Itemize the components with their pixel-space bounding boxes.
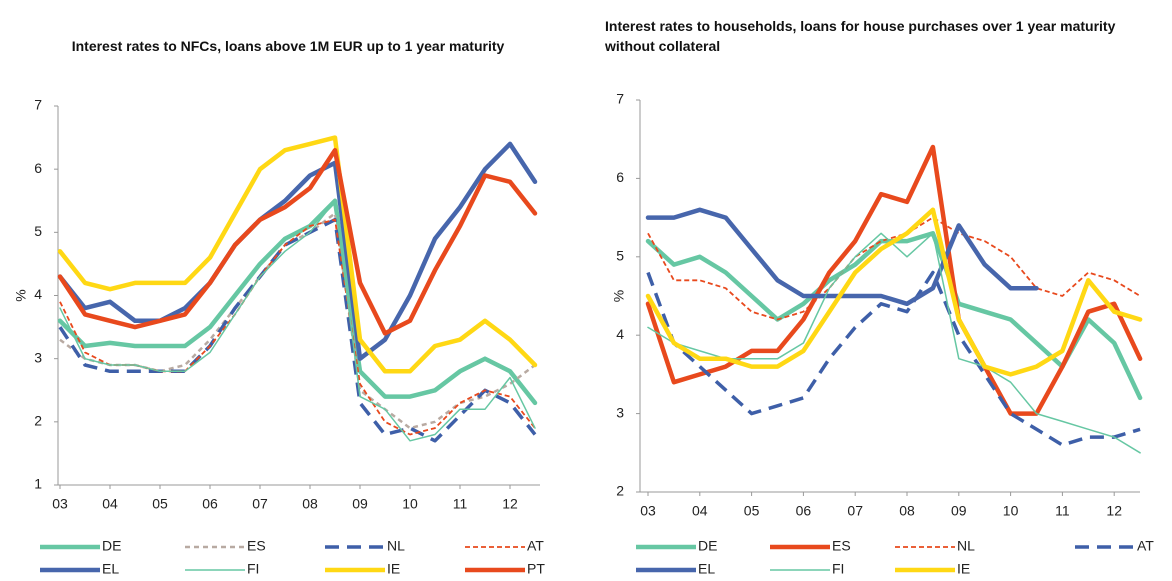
y-tick-label: 2 <box>616 483 624 499</box>
legend-label: FI <box>247 561 259 577</box>
chart-title: Interest rates to households, loans for … <box>605 18 1116 54</box>
x-tick-label: 04 <box>692 503 708 519</box>
y-tick-label: 7 <box>34 97 42 113</box>
legend-label: ES <box>247 538 266 554</box>
legend-label: NL <box>387 538 405 554</box>
legend-label: FI <box>832 561 844 577</box>
y-axis-label: % <box>611 290 627 302</box>
x-tick-label: 09 <box>352 496 368 512</box>
y-tick-label: 3 <box>34 349 42 365</box>
x-tick-label: 03 <box>640 503 656 519</box>
y-tick-label: 6 <box>616 169 624 185</box>
y-tick-label: 7 <box>616 91 624 107</box>
x-tick-label: 12 <box>1106 503 1122 519</box>
legend-label: EL <box>698 561 715 577</box>
y-tick-label: 6 <box>34 160 42 176</box>
x-tick-label: 07 <box>847 503 863 519</box>
x-tick-label: 11 <box>1055 503 1070 519</box>
x-tick-label: 04 <box>102 496 118 512</box>
x-tick-label: 06 <box>796 503 812 519</box>
series-line <box>57 141 538 361</box>
y-tick-label: 3 <box>616 404 624 420</box>
y-tick-label: 4 <box>616 326 624 342</box>
legend-label: NL <box>957 538 975 554</box>
legend-label: DE <box>102 538 121 554</box>
x-tick-label: 03 <box>52 496 68 512</box>
y-axis-label: % <box>13 289 29 301</box>
x-tick-label: 09 <box>951 503 967 519</box>
x-tick-label: 12 <box>502 496 518 512</box>
legend-label: ES <box>832 538 851 554</box>
series-line <box>57 135 538 374</box>
series-line <box>58 217 537 443</box>
x-tick-label: 08 <box>899 503 915 519</box>
legend-label: AT <box>1137 538 1154 554</box>
series-line <box>57 147 538 336</box>
x-tick-label: 05 <box>744 503 760 519</box>
series-line <box>59 200 536 442</box>
legend-label: PT <box>527 561 545 577</box>
series-line <box>646 270 1141 447</box>
series-line <box>57 198 538 406</box>
x-tick-label: 05 <box>152 496 168 512</box>
series-line <box>645 207 1143 377</box>
y-tick-label: 5 <box>34 223 42 239</box>
legend-label: IE <box>957 561 970 577</box>
series-line <box>645 144 1143 416</box>
legend-label: EL <box>102 561 119 577</box>
y-tick-label: 5 <box>616 248 624 264</box>
x-tick-label: 08 <box>302 496 318 512</box>
series-line <box>647 216 1141 321</box>
x-tick-label: 11 <box>453 496 468 512</box>
legend-label: DE <box>698 538 717 554</box>
y-tick-label: 4 <box>34 286 42 302</box>
series-line <box>645 231 1143 401</box>
legend-label: IE <box>387 561 400 577</box>
y-tick-label: 1 <box>34 476 42 492</box>
chart-title: Interest rates to NFCs, loans above 1M E… <box>71 38 505 54</box>
x-tick-label: 10 <box>1003 503 1019 519</box>
y-tick-label: 2 <box>34 413 42 429</box>
x-tick-label: 07 <box>252 496 268 512</box>
legend-label: AT <box>527 538 544 554</box>
x-tick-label: 10 <box>402 496 418 512</box>
x-tick-label: 06 <box>202 496 218 512</box>
